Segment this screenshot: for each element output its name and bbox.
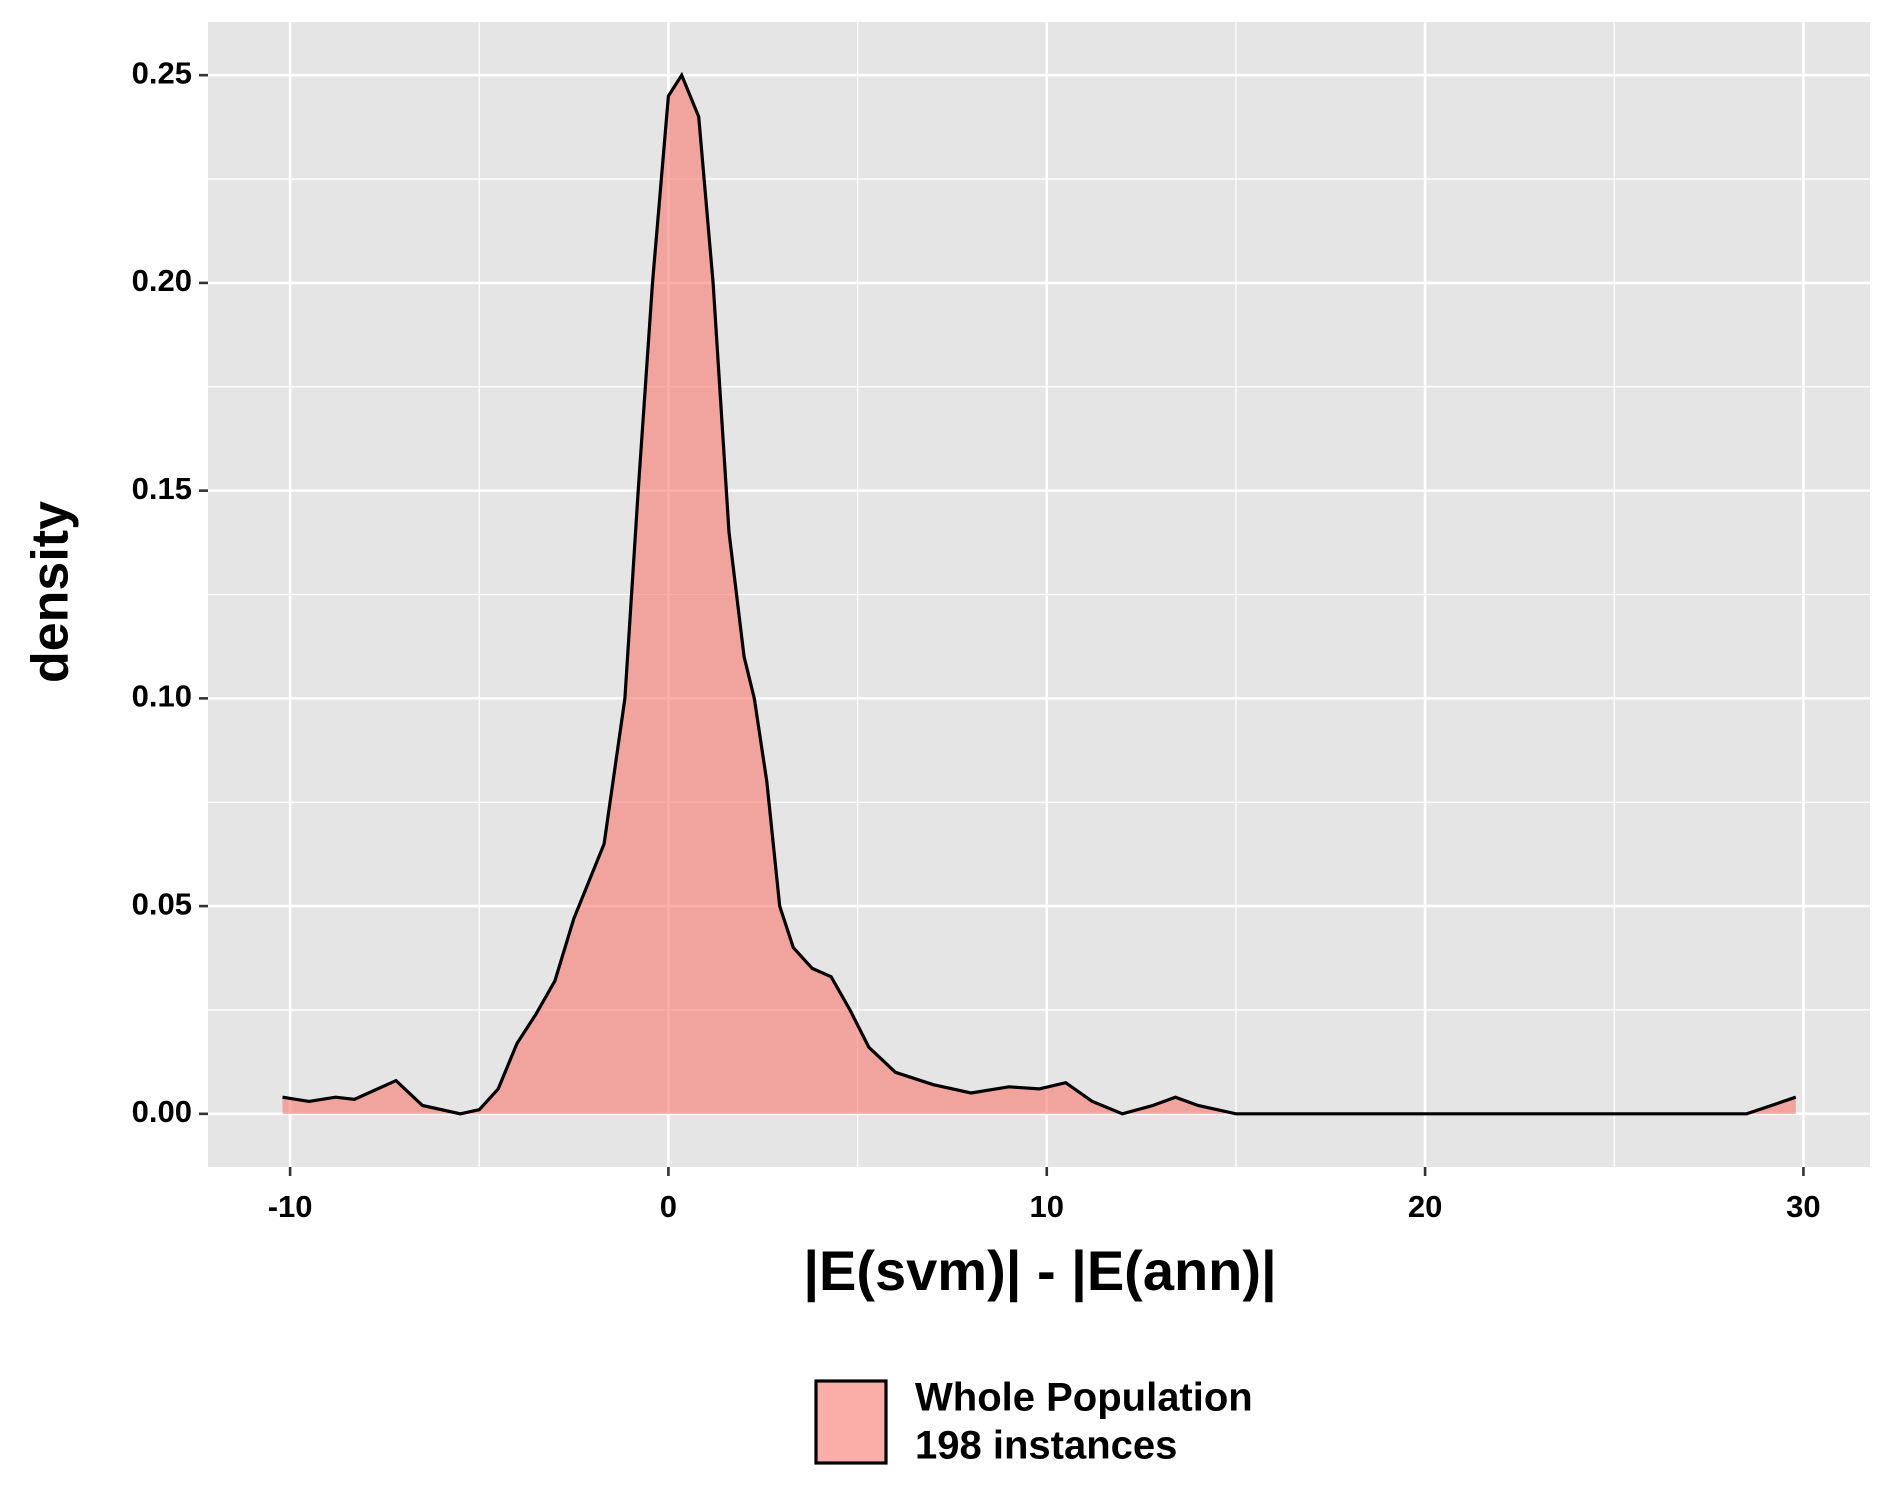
x-tick-label: -10 — [268, 1189, 313, 1224]
y-tick-label: 0.15 — [132, 471, 192, 506]
x-tick-label: 30 — [1786, 1189, 1820, 1224]
y-tick-label: 0.25 — [132, 55, 192, 90]
x-axis-title: |E(svm)| - |E(ann)| — [803, 1239, 1276, 1303]
y-tick-label: 0.05 — [132, 886, 192, 921]
x-tick-label: 20 — [1408, 1189, 1442, 1224]
legend-key — [814, 1379, 888, 1465]
density-area — [282, 75, 1796, 1114]
y-tick-label: 0.00 — [132, 1094, 192, 1129]
x-tick-label: 0 — [660, 1189, 677, 1224]
legend-label: Whole Population — [915, 1376, 1253, 1420]
x-tick-label: 10 — [1030, 1189, 1064, 1224]
legend-label: 198 instances — [915, 1424, 1177, 1468]
y-axis-title: density — [22, 501, 80, 683]
density-line — [282, 71, 1797, 1116]
y-tick-label: 0.20 — [132, 263, 192, 298]
y-tick-label: 0.10 — [132, 679, 192, 714]
